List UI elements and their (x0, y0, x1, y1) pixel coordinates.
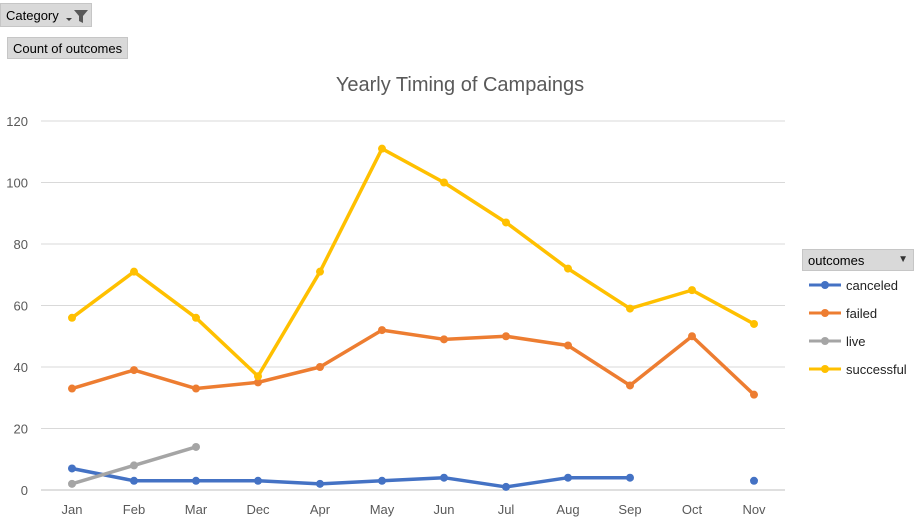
legend-item-successful: successful (802, 355, 914, 383)
data-point-canceled (378, 476, 386, 485)
data-point-successful (254, 372, 262, 381)
data-point-successful (378, 144, 386, 153)
data-point-failed (192, 384, 200, 393)
x-tick-label: Jul (498, 502, 515, 517)
legend-item-failed: failed (802, 299, 914, 327)
data-point-live (192, 442, 200, 451)
legend-title: outcomes (808, 253, 865, 268)
legend-filter-button[interactable]: outcomes ▼ (802, 249, 914, 271)
data-point-live (130, 461, 138, 470)
data-point-failed (254, 378, 262, 387)
legend-swatch (809, 309, 841, 317)
data-point-failed (564, 341, 572, 350)
series-line-canceled (70, 466, 632, 489)
data-point-failed (502, 332, 510, 341)
data-point-canceled (316, 479, 324, 488)
legend-item-live: live (802, 327, 914, 355)
legend-item-canceled: canceled (802, 271, 914, 299)
data-point-canceled (130, 476, 138, 485)
legend-swatch (809, 365, 841, 373)
data-point-successful (502, 218, 510, 227)
data-point-failed (130, 366, 138, 375)
legend-label: live (846, 334, 866, 349)
data-point-live (68, 479, 76, 488)
x-tick-label: Apr (310, 502, 331, 517)
data-point-canceled (626, 473, 634, 482)
y-tick-label: 100 (6, 176, 28, 191)
y-tick-label: 60 (14, 299, 28, 314)
data-point-failed (378, 326, 386, 335)
data-point-failed (750, 390, 758, 399)
y-tick-label: 0 (21, 483, 28, 498)
data-point-canceled (502, 482, 510, 491)
y-tick-label: 80 (14, 237, 28, 252)
y-tick-label: 20 (14, 422, 28, 437)
x-tick-label: May (370, 502, 395, 517)
data-point-failed (316, 363, 324, 371)
series-line-successful (70, 146, 756, 378)
data-point-successful (68, 313, 76, 322)
data-point-successful (750, 319, 758, 328)
x-tick-label: Feb (123, 502, 145, 517)
data-point-failed (626, 381, 634, 390)
legend-label: failed (846, 306, 878, 321)
x-tick-label: Aug (556, 502, 579, 517)
category-filter-label: Category (6, 8, 59, 23)
data-point-successful (564, 264, 572, 273)
legend-label: canceled (846, 278, 899, 293)
dropdown-arrow-icon[interactable]: ▼ (898, 254, 908, 265)
data-point-failed (440, 335, 448, 344)
data-point-successful (440, 178, 448, 187)
data-point-canceled (254, 476, 262, 485)
category-filter-button[interactable]: Category (0, 3, 92, 27)
x-tick-label: Mar (185, 502, 208, 517)
data-point-canceled (68, 464, 76, 473)
data-point-canceled (564, 473, 572, 482)
data-point-canceled (750, 476, 758, 485)
data-point-successful (688, 286, 696, 295)
x-tick-label: Oct (682, 502, 703, 517)
legend-swatch (809, 337, 841, 345)
x-tick-label: Dec (246, 502, 270, 517)
x-tick-label: Nov (742, 502, 766, 517)
value-field-button[interactable]: Count of outcomes (7, 37, 128, 59)
data-point-canceled (440, 473, 448, 482)
data-point-successful (130, 267, 138, 276)
data-point-failed (68, 384, 76, 393)
x-tick-label: Jun (434, 502, 455, 517)
x-tick-label: Jan (62, 502, 83, 517)
x-tick-label: Sep (618, 502, 641, 517)
data-point-successful (192, 313, 200, 322)
chart-title: Yearly Timing of Campaings (335, 74, 585, 96)
legend-label: successful (846, 362, 907, 377)
series-line-failed (70, 328, 756, 397)
filter-funnel-icon[interactable] (65, 9, 89, 28)
data-point-successful (316, 267, 324, 276)
data-point-failed (688, 332, 696, 341)
y-tick-label: 40 (14, 360, 28, 375)
data-point-successful (626, 304, 634, 313)
y-tick-label: 120 (6, 114, 28, 129)
chart-legend: outcomes ▼ canceled failed live successful (802, 249, 914, 383)
data-point-canceled (192, 476, 200, 485)
legend-swatch (809, 281, 841, 289)
value-field-label: Count of outcomes (13, 41, 123, 56)
